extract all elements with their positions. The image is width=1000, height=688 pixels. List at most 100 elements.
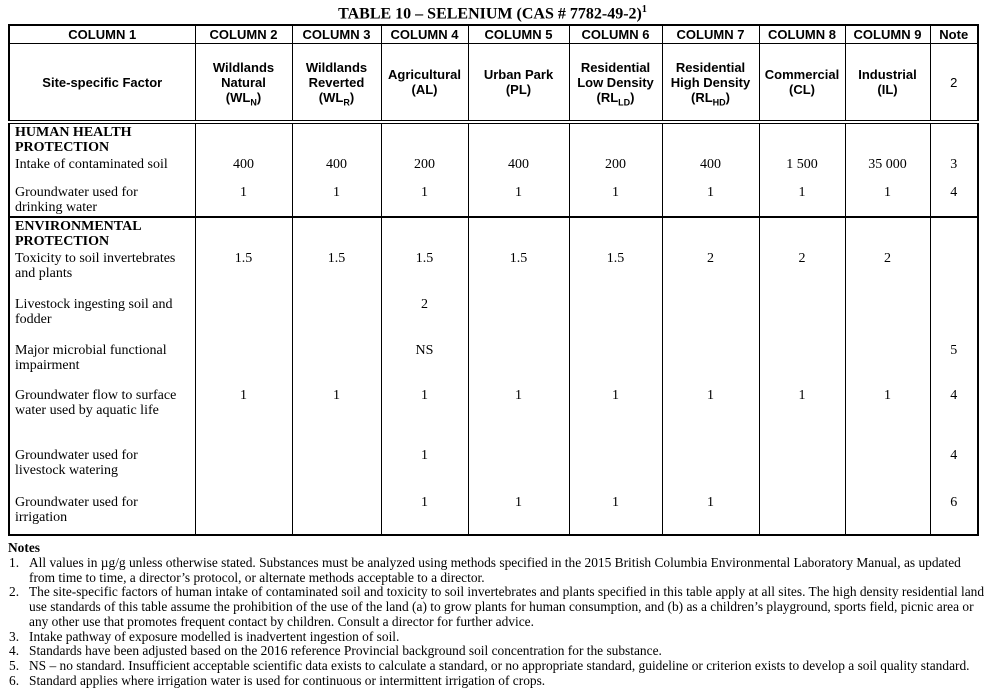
note-cell: 4	[929, 387, 979, 448]
value-cell: 1	[661, 494, 760, 536]
table-row: Groundwater used for irrigation 1 1 1 1 …	[8, 494, 979, 536]
value-cell	[194, 447, 293, 495]
value-cell	[467, 342, 570, 388]
land-use-name: Urban Park	[483, 67, 554, 83]
column-header-cell: COLUMN 4	[380, 25, 469, 45]
column-number-header-row: COLUMN 1 COLUMN 2 COLUMN 3 COLUMN 4 COLU…	[8, 25, 979, 45]
land-use-name: Wildlands Reverted	[305, 59, 368, 90]
value-cell	[291, 122, 382, 157]
value-cell	[758, 342, 846, 388]
factor-cell: Toxicity to soil invertebrates and plant…	[8, 250, 196, 297]
note-cell: 4	[929, 184, 979, 218]
note-number: 3.	[9, 628, 20, 644]
table-row: Major microbial functional impairment NS…	[8, 342, 979, 388]
land-use-name: Residential High Density	[670, 59, 751, 90]
value-cell	[380, 122, 469, 157]
land-use-header-cell: Residential Low Density (RLLD)	[568, 43, 663, 125]
value-cell: NS	[380, 342, 469, 388]
value-cell	[194, 296, 293, 343]
value-cell: 1	[661, 387, 760, 448]
value-cell	[661, 342, 760, 388]
value-cell: 2	[844, 250, 931, 297]
value-cell	[568, 216, 663, 251]
value-cell: 1	[568, 184, 663, 218]
table-row: Groundwater used for livestock watering …	[8, 447, 979, 495]
note-cell	[929, 216, 979, 251]
note-number: 1.	[9, 555, 20, 571]
note-number: 5.	[9, 657, 20, 673]
value-cell	[661, 296, 760, 343]
section-title-cell: ENVIRONMENTAL PROTECTION	[8, 216, 196, 251]
value-cell	[661, 216, 760, 251]
note-text: Standard applies where irrigation water …	[29, 672, 546, 688]
value-cell	[194, 216, 293, 251]
value-cell	[467, 122, 570, 157]
note-cell: 3	[929, 156, 979, 185]
value-cell	[758, 447, 846, 495]
column-header-cell: COLUMN 2	[194, 25, 293, 45]
value-cell: 1	[844, 184, 931, 218]
value-cell: 200	[380, 156, 469, 185]
page-title: TABLE 10 – SELENIUM (CAS # 7782-49-2)1	[8, 2, 977, 24]
column-header-cell: COLUMN 8	[758, 25, 846, 45]
land-use-abbr: (AL)	[411, 82, 438, 98]
value-cell	[467, 296, 570, 343]
value-cell: 2	[661, 250, 760, 297]
note-number: 6.	[9, 672, 20, 688]
table-row: Intake of contaminated soil 400 400 200 …	[8, 156, 979, 185]
table-row: Toxicity to soil invertebrates and plant…	[8, 250, 979, 297]
value-cell	[380, 216, 469, 251]
note-number: 2.	[9, 584, 20, 600]
value-cell: 1	[758, 184, 846, 218]
value-cell: 400	[661, 156, 760, 185]
note-number: 4.	[9, 643, 20, 659]
note-cell	[929, 296, 979, 343]
note-text: NS – no standard. Insufficient acceptabl…	[29, 657, 970, 673]
note-item: 4. Standards have been adjusted based on …	[8, 644, 986, 659]
value-cell: 400	[467, 156, 570, 185]
page-title-text: TABLE 10 – SELENIUM (CAS # 7782-49-2)	[338, 5, 642, 23]
value-cell	[291, 296, 382, 343]
table-row: Groundwater flow to surface water used b…	[8, 387, 979, 448]
value-cell: 1	[380, 447, 469, 495]
value-cell	[661, 122, 760, 157]
value-cell	[568, 122, 663, 157]
column-header-cell: COLUMN 1	[8, 25, 196, 45]
value-cell: 2	[380, 296, 469, 343]
note-column-header-cell: Note	[929, 25, 979, 45]
value-cell: 400	[194, 156, 293, 185]
value-cell	[194, 494, 293, 536]
land-use-abbr: (IL)	[877, 82, 898, 98]
land-use-abbr: (PL)	[505, 82, 532, 98]
value-cell: 1	[568, 387, 663, 448]
value-cell: 1	[467, 387, 570, 448]
note-cell: 6	[929, 494, 979, 536]
land-use-abbr: (CL)	[788, 82, 815, 98]
land-use-header-row: Site-specific Factor Wildlands Natural (W…	[8, 43, 979, 125]
value-cell: 1.5	[467, 250, 570, 297]
factor-cell: Groundwater used for irrigation	[8, 494, 196, 536]
section-header-row: HUMAN HEALTH PROTECTION	[8, 122, 979, 157]
note-text: Standards have been adjusted based on th…	[29, 643, 662, 659]
value-cell	[568, 447, 663, 495]
table-row: Groundwater used for drinking water 1 1 …	[8, 184, 979, 218]
value-cell: 200	[568, 156, 663, 185]
section-header-row: ENVIRONMENTAL PROTECTION	[8, 216, 979, 251]
table-row: Livestock ingesting soil and fodder 2	[8, 296, 979, 343]
selenium-standards-table: COLUMN 1 COLUMN 2 COLUMN 3 COLUMN 4 COLU…	[8, 24, 979, 537]
value-cell: 1	[291, 184, 382, 218]
land-use-header-cell: Industrial (IL)	[844, 43, 931, 125]
note-item: 3. Intake pathway of exposure modelled is…	[8, 628, 986, 645]
land-use-name: Commercial	[764, 67, 840, 83]
land-use-header-cell: Residential High Density (RLHD)	[661, 43, 760, 125]
value-cell: 1	[380, 184, 469, 218]
value-cell	[844, 296, 931, 343]
column-header-cell: COLUMN 3	[291, 25, 382, 45]
value-cell: 1.5	[568, 250, 663, 297]
land-use-header-cell: Urban Park (PL)	[467, 43, 570, 125]
value-cell: 1	[661, 184, 760, 218]
value-cell	[291, 216, 382, 251]
value-cell	[291, 342, 382, 388]
note-cell: 5	[929, 342, 979, 388]
land-use-header-cell: Wildlands Reverted (WLR)	[291, 43, 382, 125]
